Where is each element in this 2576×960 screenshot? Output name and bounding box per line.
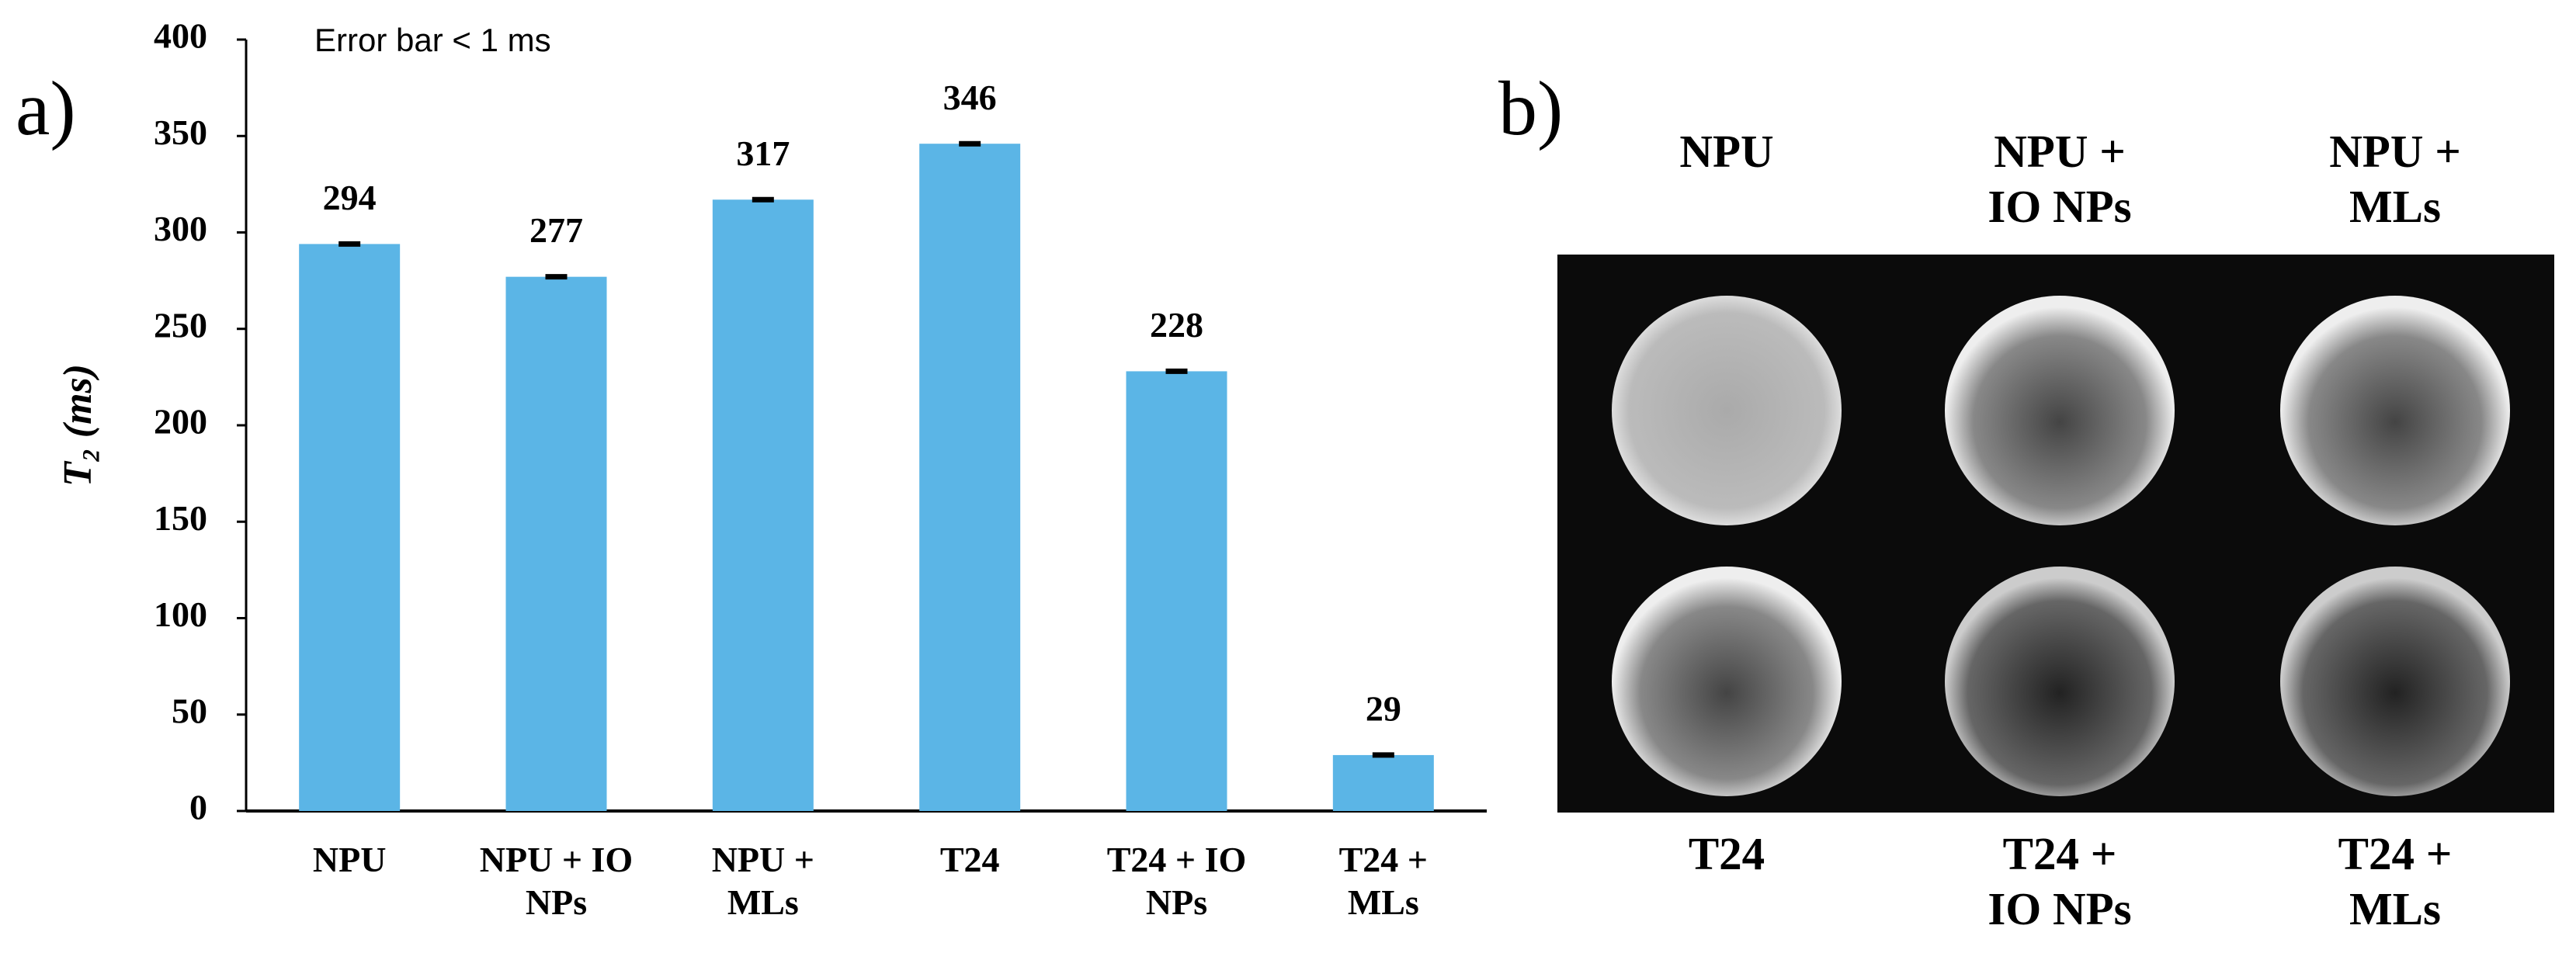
- image-column-label: T24: [1688, 828, 1765, 879]
- y-tick-label: 100: [154, 594, 207, 634]
- image-column-label: T24 + MLs: [2338, 828, 2453, 934]
- x-tick-label-box: T24: [939, 840, 1000, 879]
- y-tick-label: 350: [154, 113, 207, 152]
- bar: [299, 244, 401, 811]
- y-tick-label: 250: [154, 305, 207, 345]
- y-tick-label: 400: [154, 16, 207, 56]
- value-label: 346: [943, 78, 997, 117]
- value-label: 277: [529, 210, 583, 250]
- image-column-label-box: T24: [1688, 828, 1765, 879]
- sample: [2280, 567, 2510, 796]
- image-column-label: NPU + IO NPs: [1988, 126, 2132, 232]
- y-tick-label: 50: [172, 691, 207, 730]
- y-tick-label: 150: [154, 498, 207, 538]
- x-tick-label: T24 + IO NPs: [1106, 840, 1247, 923]
- x-tick-label: NPU + MLs: [711, 840, 814, 923]
- sample: [1945, 296, 2175, 525]
- x-tick-label-box: NPU + MLs: [711, 840, 814, 923]
- value-label: 29: [1366, 688, 1401, 728]
- panel-label: b): [1498, 65, 1563, 151]
- value-label: 228: [1150, 305, 1203, 345]
- image-column-label-box: NPU: [1679, 126, 1774, 177]
- image-column-label: T24 + IO NPs: [1988, 828, 2132, 934]
- bar: [919, 144, 1021, 811]
- image-column-label-box: NPU + IO NPs: [1988, 126, 2132, 232]
- bar: [712, 199, 814, 811]
- annotation: Error bar < 1 ms: [314, 22, 551, 58]
- panel-label: a): [16, 65, 76, 151]
- value-label: 317: [736, 133, 790, 173]
- bar: [505, 276, 607, 811]
- x-tick-label: NPU + IO NPs: [479, 840, 634, 923]
- x-tick-label-box: T24 + MLs: [1338, 840, 1429, 923]
- y-tick-label: 0: [189, 788, 207, 827]
- x-tick-label-box: NPU + IO NPs: [479, 840, 634, 923]
- mri-image: [1557, 255, 2554, 813]
- image-column-label: NPU: [1679, 126, 1774, 177]
- x-tick-label: T24 + MLs: [1338, 840, 1429, 923]
- image-column-label-box: T24 + IO NPs: [1988, 828, 2132, 934]
- sample: [1945, 567, 2175, 796]
- y-axis-label: T₂ (ms): [56, 364, 100, 487]
- sample: [1612, 567, 1842, 796]
- x-tick-label-box: NPU: [312, 840, 387, 879]
- image-column-label-box: NPU + MLs: [2329, 126, 2461, 232]
- x-tick-label: T24: [939, 840, 1000, 879]
- image-column-label-box: T24 + MLs: [2338, 828, 2453, 934]
- x-tick-label-box: T24 + IO NPs: [1106, 840, 1247, 923]
- x-tick-label: NPU: [312, 840, 387, 879]
- y-tick-label: 300: [154, 209, 207, 248]
- y-tick-label: 200: [154, 402, 207, 442]
- sample: [1612, 296, 1842, 525]
- sample: [2280, 296, 2510, 525]
- bar: [1126, 371, 1227, 811]
- bar: [1332, 754, 1434, 811]
- image-column-label: NPU + MLs: [2329, 126, 2461, 232]
- value-label: 294: [323, 178, 377, 217]
